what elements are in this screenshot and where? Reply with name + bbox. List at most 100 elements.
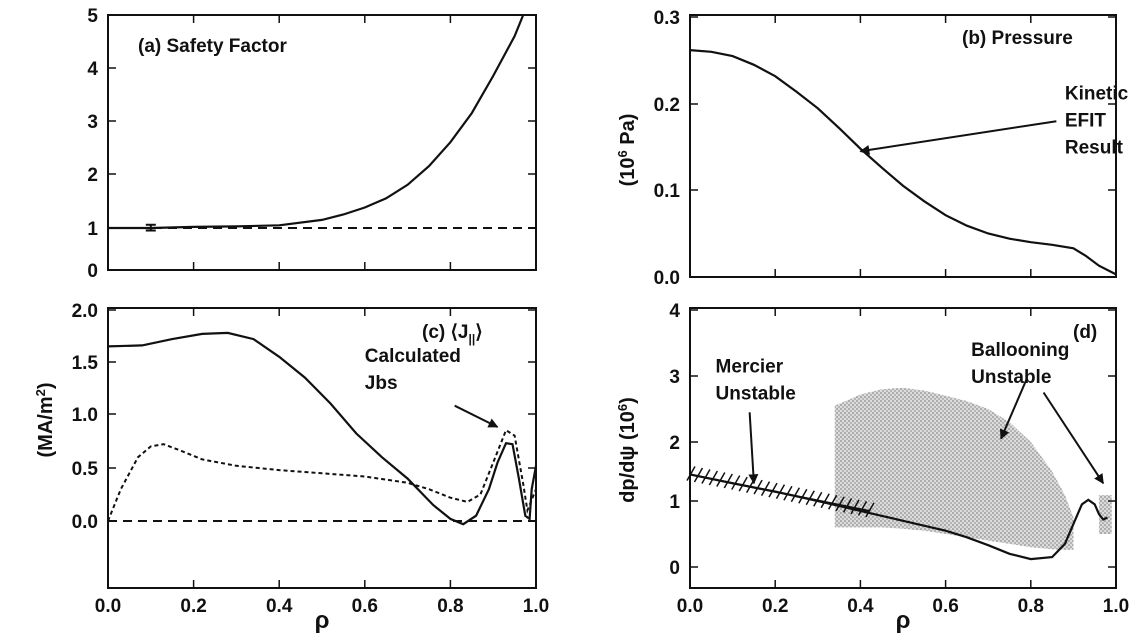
panel-d-xlabel: ρ: [896, 607, 911, 634]
annotation-text: EFIT: [1065, 111, 1107, 132]
panel-d-regions: [834, 387, 1112, 550]
annotation-text: Unstable: [971, 367, 1051, 388]
annotation-text: Kinetic: [1065, 84, 1129, 105]
panel-b-marks: Kinetic EFIT Result: [689, 49, 1129, 276]
panel-b-axes: 0.0 0.1 0.2 0.3: [654, 8, 1117, 289]
annotation-arrow: [454, 404, 499, 428]
y-tick-label: 0.3: [654, 8, 680, 29]
panel-b-ylabel: (106 Pa): [615, 114, 639, 187]
mercier-hatch: [805, 490, 815, 506]
annotation-text: Unstable: [716, 384, 796, 405]
y-tick-label: 0.0: [72, 512, 98, 533]
mercier-hatch: [708, 470, 719, 486]
x-tick-label: 1.0: [523, 596, 549, 617]
panel-d-ylabel: dp/dψ (106): [615, 397, 639, 503]
panel-c-title: (c) ⟨J||⟩: [422, 322, 483, 346]
panel-c-ylabel: (MA/m2): [33, 382, 57, 457]
mercier-hatch: [813, 491, 823, 507]
panel-a-safety-factor: 0 1 2 3 4 5 (a) Safety Factor: [87, 6, 537, 282]
mercier-hatch: [783, 485, 793, 501]
mercier-hatch: [798, 488, 808, 504]
panel-d-title: (d): [1073, 322, 1097, 343]
panel-b-title: (b) Pressure: [962, 28, 1073, 49]
y-tick-label: 3: [87, 112, 98, 133]
panel-a-marks: [108, 14, 536, 232]
y-tick-label: 0.2: [654, 95, 680, 116]
y-tick-label: 5: [87, 6, 98, 27]
panel-d-marks: Mercier Unstable Ballooning Unstable: [686, 340, 1108, 561]
x-tick-label: 0.4: [847, 596, 874, 617]
y-tick-label: 4: [669, 301, 680, 322]
panel-d-frame: [689, 307, 1117, 589]
annotation-arrow: [859, 120, 1057, 155]
x-tick-label: 0.6: [932, 596, 958, 617]
mercier-hatch: [723, 473, 733, 489]
panel-c-axes: 0.0 0.5 1.0 1.5 2.0 0.0 0.2 0.4 0.6 0.8 1.0: [72, 301, 550, 617]
mercier-hatch: [827, 494, 838, 510]
annotation-text: Mercier: [716, 357, 784, 378]
x-tick-label: 0.6: [352, 596, 378, 617]
y-tick-label: 0.0: [654, 268, 680, 289]
x-tick-label: 0.0: [677, 596, 703, 617]
annotation-text: Calculated: [365, 346, 461, 367]
x-tick-label: 0.2: [180, 596, 206, 617]
series-solid-line: [689, 473, 1108, 561]
panel-b-pressure: 0.0 0.1 0.2 0.3 Kinetic EFIT Result (b) Press…: [615, 8, 1129, 289]
mercier-hatch: [790, 487, 801, 503]
x-tick-label: 0.8: [437, 596, 463, 617]
y-tick-label: 1.0: [72, 405, 98, 426]
x-tick-label: 0.0: [95, 596, 121, 617]
mercier-hatch: [716, 472, 726, 487]
series-dotted-line: [107, 428, 537, 522]
series-solid-line: [108, 14, 525, 230]
y-tick-label: 1.5: [72, 353, 99, 374]
annotation-text: Jbs: [365, 373, 398, 394]
mercier-hatch: [842, 497, 853, 513]
panel-a-title: (a) Safety Factor: [138, 36, 287, 57]
y-tick-label: 4: [87, 59, 98, 80]
y-tick-label: 0.1: [654, 181, 681, 202]
mercier-hatch: [865, 502, 875, 518]
mercier-hatch: [835, 496, 845, 512]
mercier-hatch: [820, 493, 830, 509]
annotation-arrow: [748, 412, 759, 485]
y-tick-label: 2: [669, 433, 680, 454]
y-tick-label: 0: [87, 261, 98, 282]
y-tick-label: 0: [669, 558, 680, 579]
ballooning-unstable-region: [834, 387, 1074, 550]
panel-a-frame: [107, 14, 537, 271]
x-tick-label: 0.4: [266, 596, 293, 617]
panel-c-current-density: 0.0 0.5 1.0 1.5 2.0 0.0 0.2 0.4 0.6 0.8 1.0 Calcul…: [33, 301, 549, 634]
y-tick-label: 2.0: [72, 301, 98, 322]
panel-d-pressure-gradient: 0 1 2 3 4 0.0 0.2 0.4 0.6 0.8 1.0 Mercier Unstable B…: [615, 301, 1129, 634]
panel-c-marks: Calculated Jbs: [107, 331, 538, 526]
mercier-hatch: [693, 467, 704, 483]
panel-c-xlabel: ρ: [315, 607, 330, 634]
series-solid-line: [107, 331, 538, 526]
x-tick-label: 1.0: [1103, 596, 1129, 617]
panel-c-frame: [107, 307, 537, 589]
y-tick-label: 1: [87, 219, 98, 240]
annotation-arrow: [999, 378, 1028, 440]
mercier-hatch: [701, 469, 711, 484]
mercier-hatch: [857, 501, 868, 516]
x-tick-label: 0.2: [762, 596, 788, 617]
y-tick-label: 1: [669, 492, 680, 513]
annotation-text: Result: [1065, 138, 1124, 159]
x-tick-label: 0.8: [1018, 596, 1044, 617]
y-tick-label: 0.5: [72, 459, 99, 480]
panel-b-frame: [689, 14, 1117, 278]
mercier-hatch: [686, 466, 696, 481]
edge-ballooning-region: [1098, 495, 1112, 534]
annotation-text: Ballooning: [971, 340, 1069, 361]
mercier-hatch: [753, 479, 763, 495]
y-tick-label: 2: [87, 165, 98, 186]
panel-d-axes: 0 1 2 3 4 0.0 0.2 0.4 0.6 0.8 1.0: [669, 301, 1129, 617]
mercier-hatch: [738, 476, 748, 492]
annotation-arrow: [1042, 391, 1105, 485]
mercier-hatch: [731, 475, 741, 490]
series-solid-line: [689, 49, 1117, 276]
y-tick-label: 3: [669, 367, 680, 388]
mercier-hatch: [850, 499, 860, 515]
